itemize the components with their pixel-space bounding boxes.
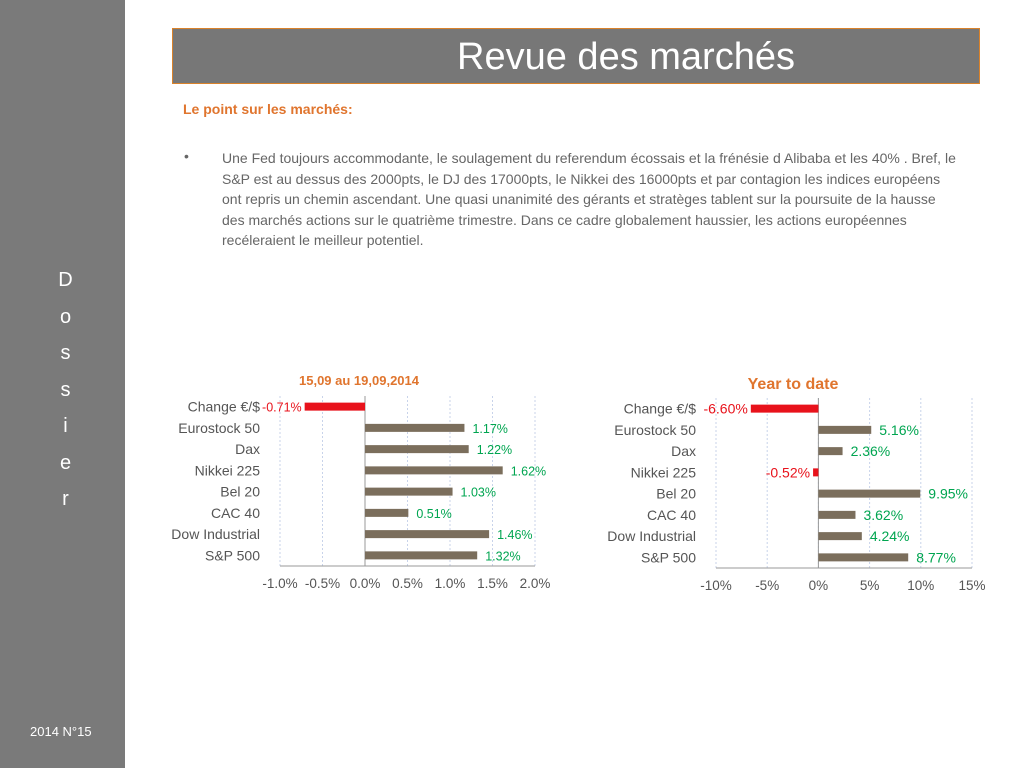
tick-label: 5% <box>860 578 880 593</box>
sidebar-letter: e <box>59 451 72 474</box>
bar <box>365 508 409 517</box>
sidebar-letter: i <box>63 415 68 437</box>
data-label: 1.46% <box>497 528 532 542</box>
category-label: S&P 500 <box>205 547 260 563</box>
tick-label: -10% <box>700 578 732 593</box>
bar <box>365 423 465 432</box>
bar <box>304 402 365 411</box>
bar <box>818 489 921 498</box>
data-label: 5.16% <box>879 422 919 438</box>
issue-number: 2014 N°15 <box>30 724 92 739</box>
chart-title: Year to date <box>748 376 839 393</box>
category-label: Nikkei 225 <box>631 464 697 480</box>
tick-label: 2.0% <box>520 576 551 591</box>
data-label: -0.52% <box>766 464 810 480</box>
bar <box>818 553 909 562</box>
sidebar-letter: s <box>60 342 71 364</box>
section-subtitle: Le point sur les marchés: <box>183 101 353 117</box>
sidebar-letter: s <box>60 378 71 401</box>
bar <box>818 532 862 541</box>
bar <box>813 468 819 477</box>
data-label: 1.32% <box>485 549 520 563</box>
tick-label: -0.5% <box>305 576 340 591</box>
tick-label: 10% <box>907 578 934 593</box>
data-label: 9.95% <box>928 486 968 502</box>
data-label: -0.71% <box>262 401 302 415</box>
tick-label: -5% <box>755 578 779 593</box>
tick-label: 15% <box>958 578 985 593</box>
sidebar-letter: r <box>62 488 69 510</box>
market-commentary: Une Fed toujours accommodante, le soulag… <box>222 150 956 249</box>
bar <box>818 425 872 434</box>
category-label: CAC 40 <box>647 507 696 523</box>
data-label: 2.36% <box>851 443 891 459</box>
data-label: 1.62% <box>511 464 546 478</box>
category-label: Change €/$ <box>188 399 261 415</box>
data-label: 1.17% <box>472 422 507 436</box>
category-label: Change €/$ <box>624 401 697 417</box>
data-label: 1.03% <box>461 486 496 500</box>
data-label: 1.22% <box>477 443 512 457</box>
tick-label: 0.5% <box>392 576 423 591</box>
category-label: Dax <box>671 443 696 459</box>
category-label: Dow Industrial <box>607 528 696 544</box>
sidebar-letter: D <box>58 269 73 291</box>
category-label: Bel 20 <box>656 486 696 502</box>
bullet-marker: • <box>184 148 189 164</box>
tick-label: 0.0% <box>350 576 381 591</box>
page-title: Revue des marchés <box>457 36 795 78</box>
bar <box>818 510 856 519</box>
tick-label: -1.0% <box>262 576 297 591</box>
category-label: CAC 40 <box>211 505 260 521</box>
bar <box>818 447 843 456</box>
tick-label: 1.5% <box>477 576 508 591</box>
category-label: Dow Industrial <box>171 526 260 542</box>
tick-label: 0% <box>809 578 829 593</box>
sidebar-letter: o <box>59 305 72 328</box>
category-label: Nikkei 225 <box>195 462 261 478</box>
year-to-date-chart: Year to date-10% -5% 0% 5% 10% 15%Change €/$ -… <box>607 376 985 593</box>
tick-label: 1.0% <box>435 576 466 591</box>
data-label: 8.77% <box>916 549 956 565</box>
bar <box>750 404 819 413</box>
chart-title: 15,09 au 19,09,2014 <box>299 373 420 388</box>
bar <box>365 466 503 475</box>
category-label: S&P 500 <box>641 549 696 565</box>
category-label: Eurostock 50 <box>614 422 696 438</box>
bar <box>365 530 490 539</box>
category-label: Eurostock 50 <box>178 420 260 436</box>
data-label: 3.62% <box>863 507 903 523</box>
weekly-performance-chart: 15,09 au 19,09,2014 -1.0% -0.5% 0.0% 0.5% 1.0… <box>171 373 551 591</box>
category-label: Bel 20 <box>220 484 260 500</box>
bar <box>365 445 469 454</box>
category-label: Dax <box>235 441 260 457</box>
bar <box>365 551 478 560</box>
title-bar: Revue des marchés <box>172 28 980 84</box>
data-label: 4.24% <box>870 528 910 544</box>
data-label: -6.60% <box>703 401 747 417</box>
data-label: 0.51% <box>416 507 451 521</box>
bar <box>365 487 453 496</box>
